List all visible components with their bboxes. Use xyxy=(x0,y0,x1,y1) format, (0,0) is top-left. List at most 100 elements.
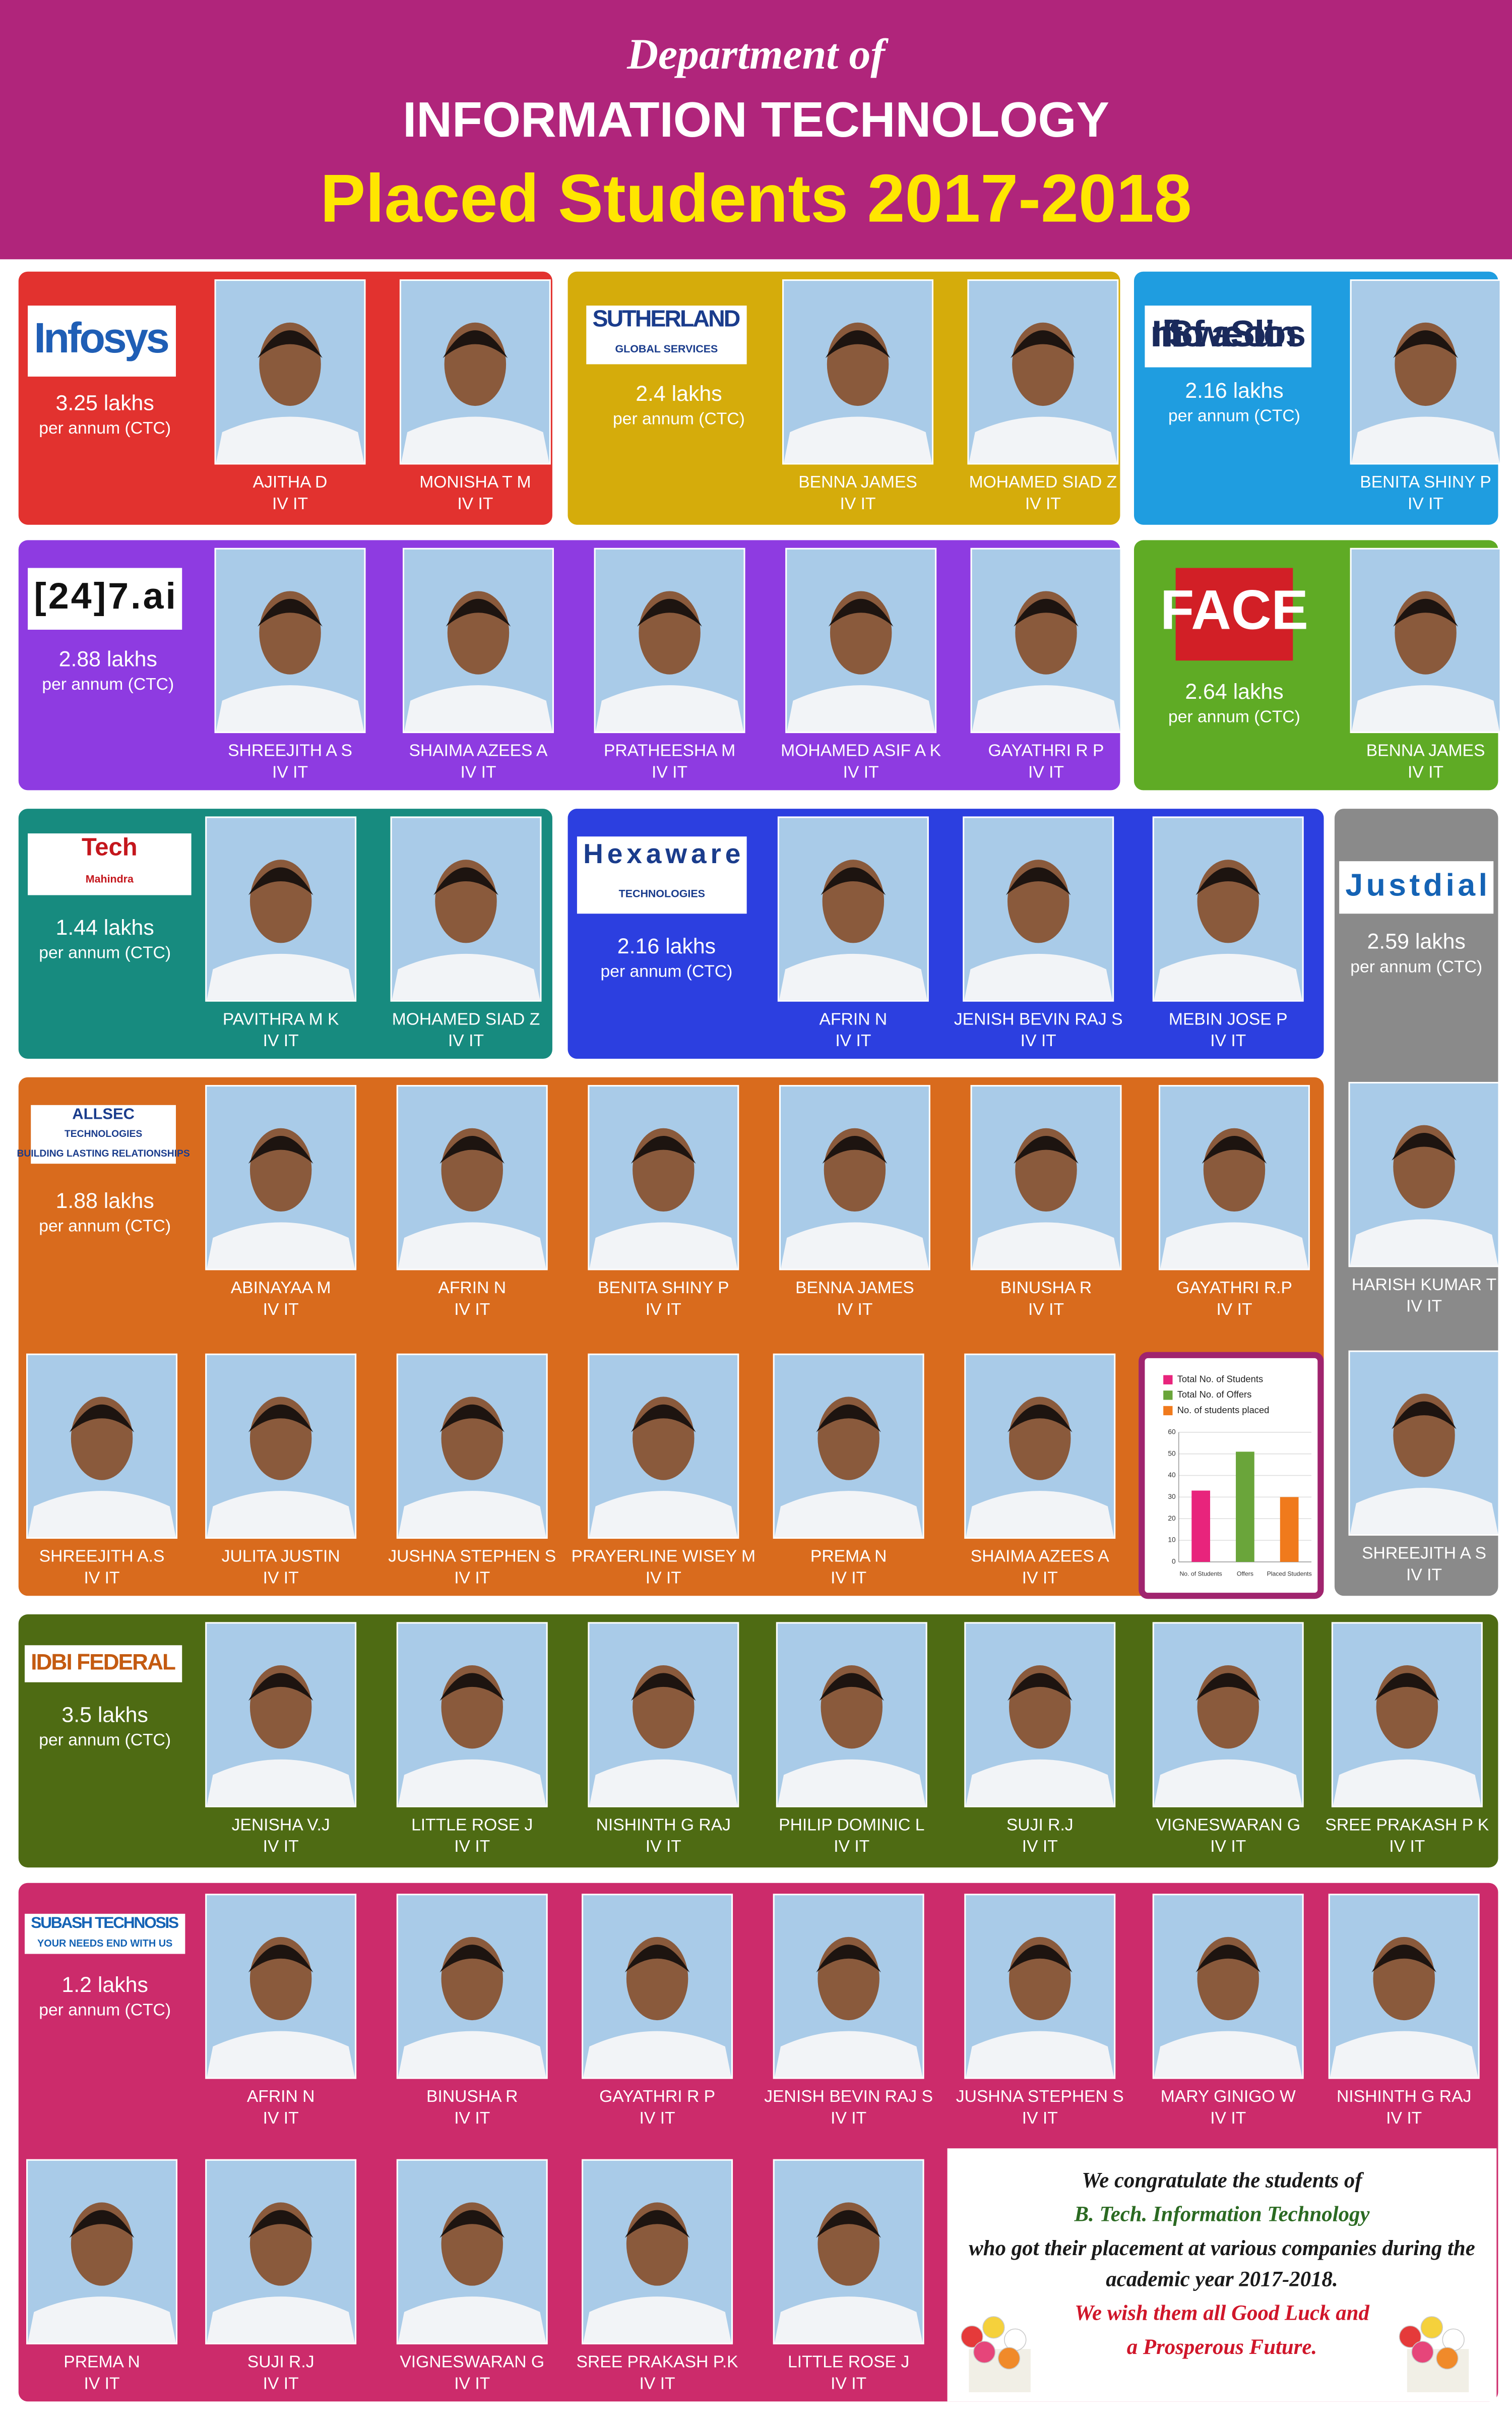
flower-bouquet xyxy=(1399,2316,1469,2392)
student-class: IV IT xyxy=(454,2374,490,2393)
photo xyxy=(782,279,934,465)
photo-shoulders xyxy=(966,1759,1114,1806)
company-logo: Justdial xyxy=(1345,868,1487,903)
photo-shoulders xyxy=(1154,2031,1302,2078)
photo-shoulders xyxy=(28,1491,176,1537)
student-name: PREMA N xyxy=(64,2353,140,2372)
student-class: IV IT xyxy=(831,2109,866,2128)
student-name: VIGNESWARAN G xyxy=(1156,1816,1300,1834)
photo-hair xyxy=(1371,1945,1436,1973)
dept-title: INFORMATION TECHNOLOGY xyxy=(403,92,1109,147)
student-name: SUJI R.J xyxy=(1006,1816,1074,1834)
package-basis: per annum (CTC) xyxy=(39,1731,171,1749)
photo xyxy=(963,816,1114,1002)
message-box xyxy=(947,2148,1497,2402)
student-class: IV IT xyxy=(1210,2109,1246,2128)
photo-hair xyxy=(258,330,323,358)
photo-hair xyxy=(1393,330,1458,358)
student-class: IV IT xyxy=(1210,1032,1246,1050)
photo xyxy=(777,816,929,1002)
photo-hair xyxy=(822,1136,888,1164)
photo-shoulders xyxy=(595,685,744,732)
photo xyxy=(205,2159,357,2344)
student-name: MONISHA T M xyxy=(419,473,531,492)
student-name: HARISH KUMAR T xyxy=(1352,1276,1496,1294)
photo-shoulders xyxy=(1330,2031,1478,2078)
y-tick-label: 60 xyxy=(1168,1428,1176,1435)
photo xyxy=(214,548,366,734)
flower xyxy=(1436,2347,1459,2370)
photo-shoulders xyxy=(972,1222,1120,1269)
photo-shoulders xyxy=(398,2296,546,2343)
flower xyxy=(997,2347,1021,2370)
student-class: IV IT xyxy=(835,1032,871,1050)
photo-shoulders xyxy=(969,416,1117,463)
package: 1.44 lakhs xyxy=(56,916,154,940)
company-logo: YOUR NEEDS END WITH US xyxy=(37,1938,172,1949)
photo-shoulders xyxy=(207,953,355,1000)
photo-hair xyxy=(1195,1945,1261,1973)
student-name: AFRIN N xyxy=(820,1010,888,1028)
student-name: MARY GINIGO W xyxy=(1161,2087,1296,2106)
photo-shoulders xyxy=(583,2031,732,2078)
student-class: IV IT xyxy=(831,2374,866,2393)
message-line: We congratulate the students of xyxy=(1082,2168,1364,2192)
photo-hair xyxy=(248,1673,313,1701)
package: 2.16 lakhs xyxy=(1185,379,1283,403)
student-class: IV IT xyxy=(460,763,496,782)
photo-hair xyxy=(443,330,508,358)
company-logo: TECHNOLOGIES xyxy=(619,888,705,900)
student-class: IV IT xyxy=(1406,1565,1442,1584)
y-tick-label: 10 xyxy=(1168,1536,1176,1544)
student-name: JUSHNA STEPHEN S xyxy=(388,1547,556,1566)
student-class: IV IT xyxy=(263,1569,299,1588)
student-class: IV IT xyxy=(1408,763,1443,782)
student-class: IV IT xyxy=(272,495,308,513)
page-subtitle: Placed Students 2017-2018 xyxy=(320,160,1191,236)
package: 2.64 lakhs xyxy=(1185,680,1283,704)
company-logo: SUTHERLAND xyxy=(593,306,741,332)
package-basis: per annum (CTC) xyxy=(1168,406,1300,425)
photo xyxy=(1348,1081,1500,1267)
legend-swatch xyxy=(1163,1390,1173,1400)
student-class: IV IT xyxy=(1389,1837,1425,1856)
photo xyxy=(964,1622,1116,1807)
photo-shoulders xyxy=(398,1222,546,1269)
photo-hair xyxy=(631,1404,696,1432)
package: 2.59 lakhs xyxy=(1367,930,1466,954)
student-name: JULITA JUSTIN xyxy=(222,1547,340,1566)
legend-label: Total No. of Offers xyxy=(1177,1389,1252,1400)
company-panel xyxy=(18,540,1120,791)
photo-hair xyxy=(1202,1136,1267,1164)
student-class: IV IT xyxy=(1025,495,1061,513)
student-class: IV IT xyxy=(448,1032,484,1050)
legend-swatch xyxy=(1163,1406,1173,1416)
flower xyxy=(1420,2316,1443,2339)
photo-shoulders xyxy=(398,1491,546,1537)
photo-hair xyxy=(1014,598,1079,627)
photo-shoulders xyxy=(1154,953,1302,1000)
student-name: NISHINTH G RAJ xyxy=(1337,2087,1471,2106)
photo-hair xyxy=(1011,330,1076,358)
student-class: IV IT xyxy=(263,2374,299,2393)
photo-shoulders xyxy=(1351,416,1500,463)
package-basis: per annum (CTC) xyxy=(1350,957,1482,976)
photo-hair xyxy=(69,1404,135,1432)
photo-shoulders xyxy=(1333,1759,1481,1806)
photo xyxy=(776,1622,927,1807)
photo-hair xyxy=(69,2210,135,2238)
photo-hair xyxy=(248,867,313,895)
logo-box xyxy=(1175,568,1293,661)
package-basis: per annum (CTC) xyxy=(39,2001,171,2020)
photo xyxy=(1152,1894,1304,2079)
photo-hair xyxy=(828,598,894,627)
student-class: IV IT xyxy=(454,1837,490,1856)
student-name: BENITA SHINY P xyxy=(1360,473,1491,492)
photo-shoulders xyxy=(779,953,927,1000)
photo xyxy=(205,1622,357,1807)
student-name: NISHINTH G RAJ xyxy=(596,1816,731,1834)
photo xyxy=(970,1085,1122,1270)
student-class: IV IT xyxy=(454,1569,490,1588)
photo-hair xyxy=(433,867,498,895)
photo xyxy=(402,548,554,734)
